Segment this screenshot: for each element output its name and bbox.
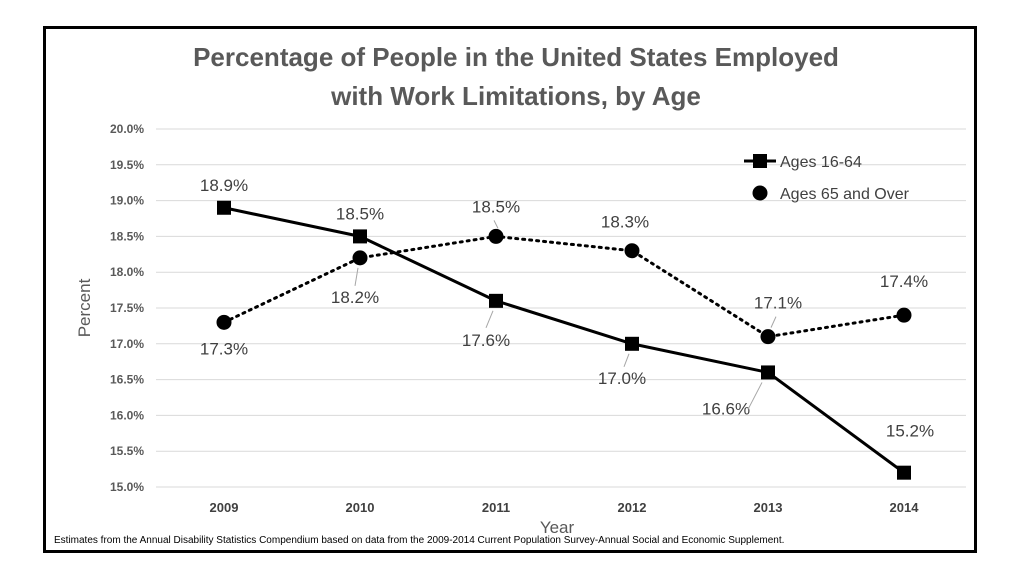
data-label: 17.0% — [598, 369, 646, 388]
gridlines — [156, 128, 966, 488]
data-label: 15.2% — [886, 422, 934, 441]
marker-ages-16-64 — [897, 465, 911, 480]
marker-ages-16-64 — [353, 229, 367, 244]
legend-marker-square — [753, 154, 767, 168]
y-tick-label: 18.0% — [110, 265, 144, 279]
series-layer — [216, 200, 912, 480]
y-tick-label: 16.0% — [110, 408, 144, 422]
data-label: 17.3% — [200, 339, 248, 358]
y-tick-label: 15.0% — [110, 480, 144, 494]
chart-title-line-2: with Work Limitations, by Age — [330, 81, 701, 111]
marker-ages-65-over — [216, 314, 232, 330]
y-tick-label: 17.0% — [110, 337, 144, 351]
marker-ages-16-64 — [761, 365, 775, 380]
x-tick-label: 2010 — [346, 500, 375, 515]
data-labels: 18.9% 18.5% 17.6% 17.0% 16.6% 15.2% 17.3% 18.2%… — [200, 176, 934, 441]
data-label-leader — [493, 220, 499, 229]
legend-label: Ages 65 and Over — [780, 186, 910, 203]
chart-title-line-1: Percentage of People in the United State… — [193, 42, 839, 72]
chart-frame: Percentage of People in the United State… — [43, 26, 977, 553]
x-tick-label: 2009 — [210, 500, 239, 515]
y-tick-label: 17.5% — [110, 301, 144, 315]
data-label-leader — [770, 316, 777, 328]
chart-title: Percentage of People in the United State… — [193, 42, 839, 111]
y-tick-label: 19.0% — [110, 194, 144, 208]
data-label-leader — [747, 382, 763, 410]
legend: Ages 16-64 Ages 65 and Over — [744, 154, 910, 203]
x-tick-label: 2012 — [618, 500, 647, 515]
data-label-leader — [623, 353, 630, 367]
y-axis-title: Percent — [75, 278, 94, 337]
data-label: 18.9% — [200, 176, 248, 195]
legend-label: Ages 16-64 — [780, 154, 862, 171]
x-tick-label: 2014 — [890, 500, 920, 515]
data-label-leader — [354, 267, 359, 286]
data-label: 17.1% — [754, 294, 802, 313]
y-tick-label: 15.5% — [110, 444, 144, 458]
legend-marker-circle — [752, 185, 768, 201]
x-tick-label: 2013 — [754, 500, 783, 515]
data-label: 18.2% — [331, 288, 379, 307]
data-label: 18.3% — [601, 213, 649, 232]
marker-ages-16-64 — [217, 200, 231, 215]
x-tick-label: 2011 — [482, 500, 510, 515]
y-tick-label: 16.5% — [110, 373, 144, 387]
y-tick-label: 18.5% — [110, 229, 144, 243]
marker-ages-65-over — [624, 243, 640, 259]
data-label: 18.5% — [336, 204, 384, 223]
marker-ages-65-over — [488, 228, 504, 244]
marker-ages-65-over — [760, 329, 776, 345]
series-line-ages-65-over — [222, 234, 906, 339]
y-axis-ticks: 15.0% 15.5% 16.0% 16.5% 17.0% 17.5% 18.0% 18.5%… — [110, 122, 144, 494]
data-label: 17.6% — [462, 331, 510, 350]
data-label-leader — [485, 310, 494, 329]
marker-ages-65-over — [896, 307, 912, 323]
y-tick-label: 20.0% — [110, 122, 144, 136]
data-label: 17.4% — [880, 272, 928, 291]
marker-ages-65-over — [352, 250, 368, 266]
footnote: Estimates from the Annual Disability Sta… — [54, 535, 784, 546]
x-axis-title: Year — [540, 518, 575, 537]
marker-ages-16-64 — [625, 336, 639, 351]
data-label: 16.6% — [702, 399, 750, 418]
x-axis-ticks: 2009 2010 2011 2012 2013 2014 — [210, 500, 920, 515]
marker-ages-16-64 — [489, 293, 503, 308]
data-label: 18.5% — [472, 197, 520, 216]
line-chart: Percentage of People in the United State… — [54, 42, 966, 546]
series-line-ages-16-64 — [223, 206, 905, 474]
y-tick-label: 19.5% — [110, 158, 144, 172]
